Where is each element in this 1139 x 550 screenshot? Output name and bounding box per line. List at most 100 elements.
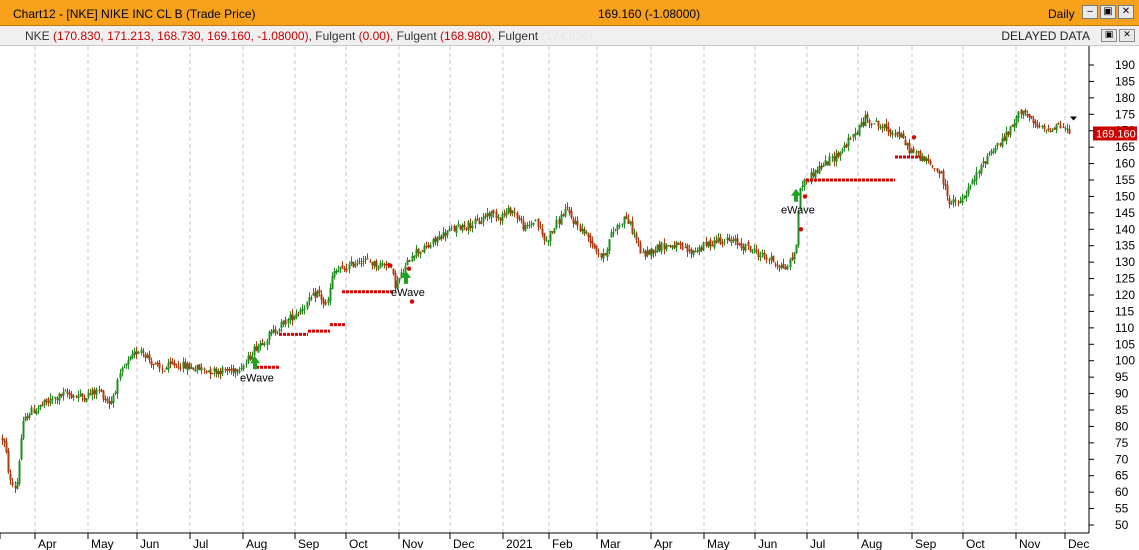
candle-body-217 [457, 223, 460, 226]
candle-body-472 [992, 152, 995, 154]
candle-body-273 [574, 221, 577, 225]
candle-body-35 [75, 396, 78, 398]
candle-body-27 [58, 393, 61, 401]
candle-body-498 [1047, 128, 1050, 131]
last-price-pointer [1070, 116, 1077, 121]
candle-body-22 [47, 401, 50, 403]
candle-body-93 [196, 364, 199, 371]
plot-area[interactable] [0, 46, 1089, 533]
candle-body-407 [856, 132, 859, 134]
candle-body-456 [959, 201, 962, 204]
candle-body-309 [650, 248, 653, 257]
candle-body-229 [482, 216, 485, 222]
candle-body-78 [165, 368, 168, 370]
candle-body-246 [518, 217, 521, 220]
candle-body-381 [801, 185, 804, 187]
candle-body-288 [606, 249, 609, 257]
x-tick-label-7: Nov [402, 537, 423, 550]
candle-body-198 [417, 248, 420, 253]
candle-body-446 [938, 171, 941, 174]
candle-body-389 [818, 166, 821, 174]
panel-controls: ▣ ✕ [1101, 29, 1135, 42]
candle-body-161 [339, 267, 342, 270]
candle-body-354 [744, 243, 747, 251]
candle-body-301 [633, 232, 636, 234]
close-button[interactable]: ✕ [1118, 5, 1134, 19]
candle-body-358 [753, 248, 756, 250]
fulgent-label-2: , Fulgent [389, 29, 437, 43]
candle-body-280 [589, 235, 592, 243]
candle-body-416 [875, 120, 878, 122]
candle-body-326 [686, 244, 689, 252]
candle-body-6 [14, 486, 17, 489]
candle-body-127 [268, 332, 271, 341]
panel-restore-button[interactable]: ▣ [1101, 29, 1117, 42]
candle-body-481 [1011, 124, 1014, 127]
candle-body-70 [148, 354, 151, 360]
candle-body-300 [631, 221, 634, 234]
candle-body-223 [469, 223, 472, 229]
candle-body-241 [507, 208, 510, 212]
candle-body-212 [446, 231, 449, 236]
candle-body-286 [602, 253, 605, 259]
candle-body-310 [652, 249, 655, 254]
candle-body-134 [282, 320, 285, 324]
candle-body-497 [1045, 129, 1048, 131]
panel-close-button[interactable]: ✕ [1119, 29, 1135, 42]
candle-body-123 [259, 343, 262, 347]
candle-body-25 [54, 397, 57, 399]
candle-body-211 [444, 233, 447, 237]
candle-body-414 [870, 123, 873, 126]
period-label[interactable]: Daily [1048, 7, 1075, 21]
candle-body-464 [975, 171, 978, 181]
candle-body-55 [116, 379, 119, 394]
candle-body-95 [200, 367, 203, 371]
candle-body-59 [125, 363, 128, 366]
restore-button[interactable]: ▣ [1100, 5, 1116, 19]
candle-body-506 [1064, 128, 1067, 130]
candle-body-160 [337, 270, 340, 273]
price-chart[interactable]: eWave eWave eWave 50 55 60 65 70 75 80 85 90 95 100 1… [0, 46, 1139, 550]
candle-body-106 [224, 368, 227, 371]
candle-body-53 [112, 395, 115, 403]
candle-body-176 [371, 262, 374, 266]
candle-body-262 [551, 231, 554, 233]
fulgent-dot-5 [406, 266, 412, 271]
chart-title-bar[interactable]: Chart12 - [NKE] NIKE INC CL B (Trade Pri… [0, 0, 1139, 26]
candle-body-50 [106, 398, 109, 402]
candle-body-315 [663, 243, 666, 250]
candle-body-406 [854, 132, 857, 136]
ewave-signals: eWave eWave eWave [240, 188, 815, 384]
candle-body-165 [348, 264, 351, 270]
fulgent-dot-2 [802, 194, 808, 199]
candle-body-89 [188, 363, 191, 370]
y-tick-label-20: 150 [1115, 189, 1135, 203]
candle-body-58 [123, 367, 126, 369]
candle-body-51 [108, 401, 111, 405]
signal-arrow-0 [250, 356, 260, 370]
candle-body-269 [566, 207, 569, 209]
candle-body-5 [11, 481, 14, 486]
candle-body-448 [942, 170, 945, 185]
minimize-button[interactable]: ‒ [1082, 5, 1098, 19]
x-tick-label-19: Nov [1019, 537, 1040, 550]
candle-body-18 [39, 404, 42, 408]
candle-body-487 [1024, 110, 1027, 113]
y-tick-label-16: 130 [1115, 255, 1135, 269]
candle-body-71 [150, 360, 153, 366]
candle-body-40 [85, 398, 88, 402]
candle-body-359 [755, 249, 758, 253]
candle-body-432 [908, 142, 911, 154]
candle-body-82 [173, 362, 176, 366]
candle-body-67 [142, 351, 145, 353]
candle-body-174 [366, 258, 369, 260]
indicator-info-bar: NKE (170.830, 171.213, 168.730, 169.160,… [0, 26, 1139, 46]
candle-body-338 [711, 245, 714, 247]
candle-body-441 [927, 158, 930, 162]
candle-body-352 [740, 243, 743, 248]
symbol-prefix: NKE [25, 29, 50, 43]
candle-body-149 [314, 291, 317, 299]
candle-body-444 [933, 168, 936, 170]
candle-body-438 [921, 156, 924, 161]
x-tick-label-14: Jun [758, 537, 777, 550]
